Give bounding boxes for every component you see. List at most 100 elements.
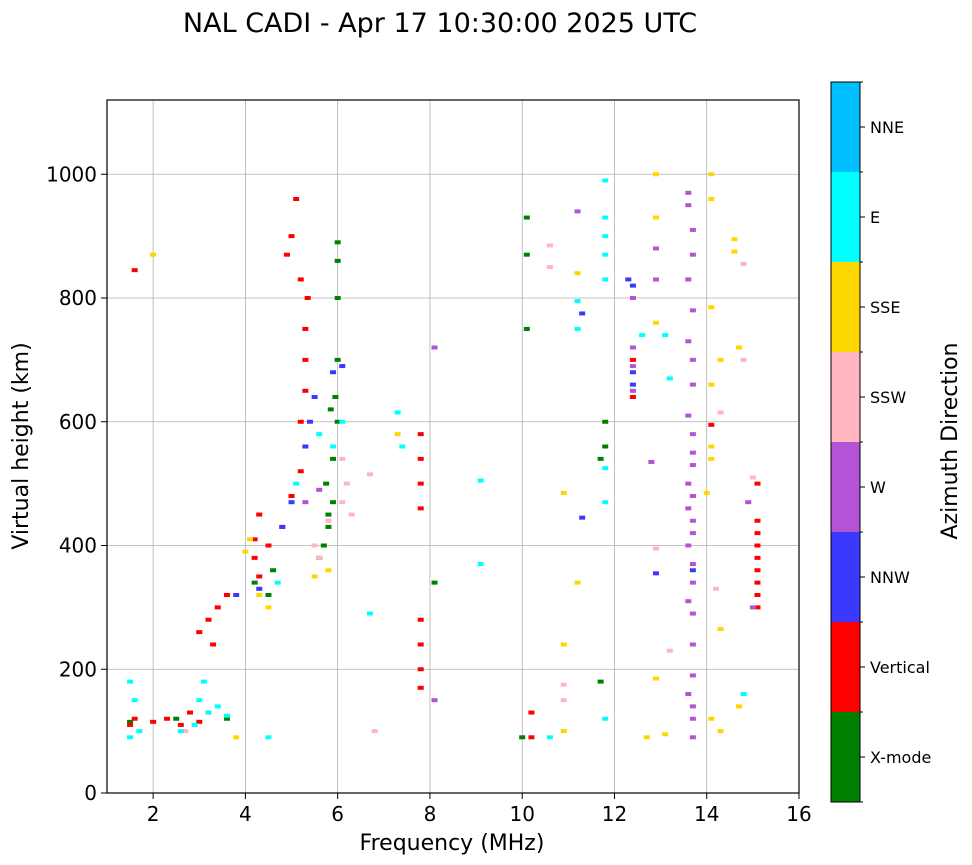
point-vertical bbox=[256, 574, 263, 579]
chart-title: NAL CADI - Apr 17 10:30:00 2025 UTC bbox=[183, 8, 697, 39]
colorbar-segment-vertical bbox=[831, 622, 860, 712]
point-w bbox=[689, 227, 696, 232]
point-vertical bbox=[187, 710, 194, 715]
point-nnw bbox=[689, 568, 696, 573]
point-e bbox=[330, 444, 337, 449]
point-x-mode bbox=[334, 240, 341, 245]
point-vertical bbox=[417, 685, 424, 690]
point-sse bbox=[708, 444, 715, 449]
point-e bbox=[196, 698, 203, 703]
point-ssw bbox=[366, 472, 373, 477]
point-nnw bbox=[288, 500, 295, 505]
point-sse bbox=[265, 605, 272, 610]
point-e bbox=[602, 500, 609, 505]
colorbar-tick-label: NNE bbox=[870, 118, 904, 137]
point-w bbox=[689, 531, 696, 536]
point-ssw bbox=[546, 243, 553, 248]
y-axis-label: Virtual height (km) bbox=[9, 342, 34, 549]
point-x-mode bbox=[523, 215, 530, 220]
point-ssw bbox=[560, 698, 567, 703]
point-sse bbox=[736, 704, 743, 709]
point-vertical bbox=[302, 388, 309, 393]
grid-lines bbox=[107, 100, 799, 793]
point-e bbox=[602, 252, 609, 257]
point-vertical bbox=[754, 518, 761, 523]
point-w bbox=[749, 605, 756, 610]
point-w bbox=[689, 562, 696, 567]
x-tick-label: 8 bbox=[424, 802, 437, 826]
point-w bbox=[745, 500, 752, 505]
point-sse bbox=[325, 568, 332, 573]
point-ssw bbox=[343, 481, 350, 486]
x-tick-label: 14 bbox=[694, 802, 719, 826]
point-w bbox=[689, 382, 696, 387]
point-w bbox=[689, 611, 696, 616]
point-x-mode bbox=[334, 296, 341, 300]
point-vertical bbox=[251, 537, 258, 542]
point-ssw bbox=[712, 586, 719, 591]
point-vertical bbox=[417, 667, 424, 672]
point-x-mode bbox=[597, 456, 604, 461]
point-vertical bbox=[754, 568, 761, 573]
point-sse bbox=[560, 642, 567, 647]
point-x-mode bbox=[325, 524, 332, 529]
colorbar-tick-label: E bbox=[870, 208, 880, 227]
colorbar-frame bbox=[830, 81, 861, 803]
point-vertical bbox=[754, 543, 761, 548]
point-vertical bbox=[196, 630, 203, 635]
colorbar-tick-label: Vertical bbox=[870, 658, 930, 677]
point-nnw bbox=[579, 515, 586, 520]
point-x-mode bbox=[431, 580, 438, 585]
point-e bbox=[274, 580, 281, 585]
point-vertical bbox=[293, 197, 300, 201]
point-e bbox=[293, 481, 300, 486]
colorbar-segment-w bbox=[831, 442, 860, 532]
point-e bbox=[602, 277, 609, 282]
colorbar-segment-nne bbox=[831, 82, 860, 172]
point-sse bbox=[731, 249, 738, 254]
point-e bbox=[200, 679, 207, 684]
point-x-mode bbox=[251, 580, 258, 585]
point-w bbox=[685, 339, 692, 344]
point-w bbox=[689, 518, 696, 523]
point-vertical bbox=[304, 296, 311, 300]
point-vertical bbox=[528, 735, 535, 740]
y-axis-ticks: 0 200 400 600 800 1000 bbox=[46, 162, 107, 805]
point-vertical bbox=[205, 617, 212, 622]
point-vertical bbox=[127, 722, 134, 727]
point-x-mode bbox=[334, 258, 341, 263]
point-sse bbox=[394, 432, 401, 437]
point-e bbox=[602, 215, 609, 220]
point-w bbox=[685, 506, 692, 511]
point-sse bbox=[652, 320, 659, 325]
x-axis-label: Frequency (MHz) bbox=[360, 831, 545, 856]
point-x-mode bbox=[523, 326, 530, 331]
point-x-mode bbox=[523, 252, 530, 257]
point-e bbox=[399, 444, 406, 449]
point-vertical bbox=[417, 481, 424, 486]
point-vertical bbox=[754, 481, 761, 486]
point-vertical bbox=[223, 593, 230, 597]
point-ssw bbox=[339, 456, 346, 461]
colorbar-segment-sse bbox=[831, 262, 860, 352]
point-nnw bbox=[233, 593, 240, 597]
point-ssw bbox=[740, 261, 747, 266]
point-ssw bbox=[740, 357, 747, 362]
point-w bbox=[689, 673, 696, 678]
y-tick-label: 0 bbox=[84, 781, 97, 805]
point-w bbox=[689, 432, 696, 437]
point-nnw bbox=[625, 277, 632, 282]
point-w bbox=[431, 698, 438, 703]
point-e bbox=[394, 410, 401, 415]
point-e bbox=[740, 692, 747, 696]
point-nnw bbox=[629, 370, 636, 375]
point-x-mode bbox=[597, 679, 604, 684]
point-w bbox=[629, 296, 636, 300]
x-axis-ticks: 2 4 6 8 10 12 14 16 bbox=[147, 793, 812, 826]
point-ssw bbox=[339, 500, 346, 505]
point-e bbox=[477, 478, 484, 483]
point-x-mode bbox=[602, 419, 609, 424]
point-sse bbox=[652, 172, 659, 177]
x-tick-label: 2 bbox=[147, 802, 160, 826]
point-vertical bbox=[251, 555, 258, 560]
